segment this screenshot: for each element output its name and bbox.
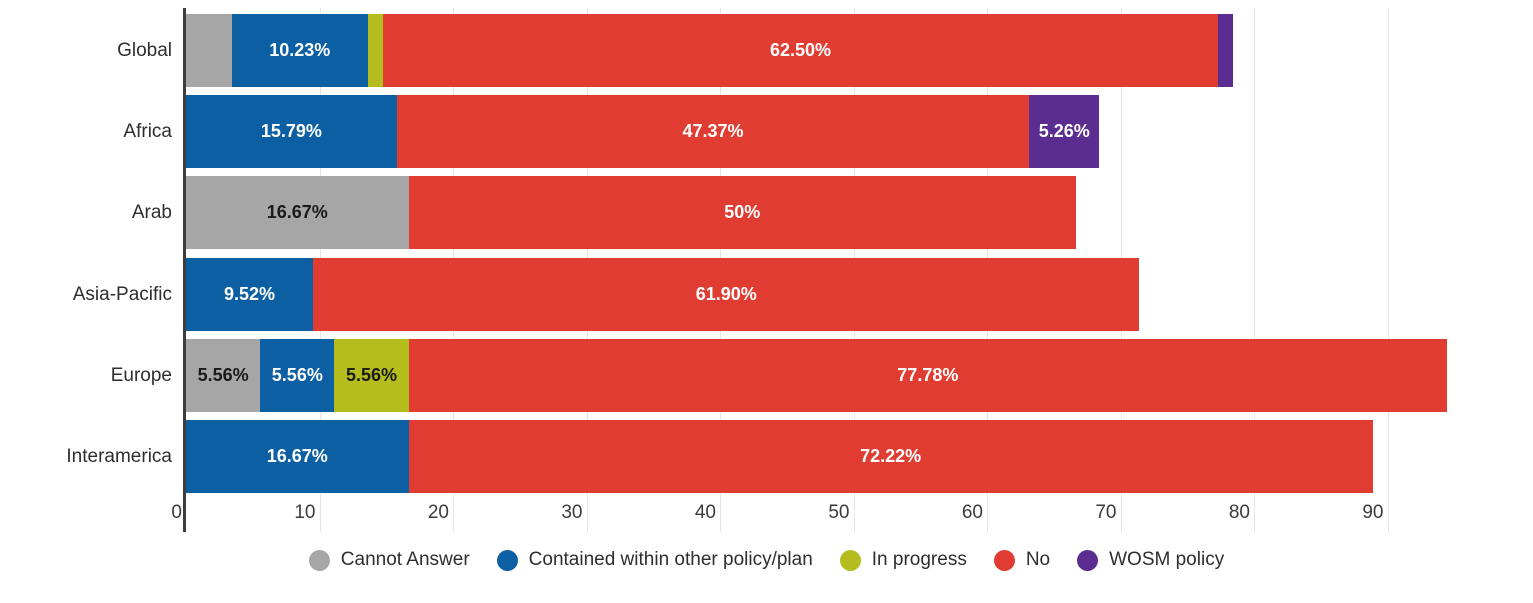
category-label: Arab [131, 202, 172, 224]
x-tick-label-60: 60 [961, 502, 983, 523]
legend-item-label: WOSM policy [1109, 549, 1225, 570]
bar-segment-value-label: 9.52% [224, 283, 276, 304]
bar-segment-value-label: 47.37% [682, 121, 744, 142]
legend-item-contained-within-other-policy-plan[interactable]: Contained within other policy/plan [496, 549, 813, 571]
legend-swatch-icon [839, 549, 861, 571]
plot-area: 10.23% 62.50% 15.79% 47.37% 5.26% 16.67% 50% 9.… [183, 8, 1521, 532]
bar-segment-value-label: 5.56% [197, 364, 249, 385]
legend-swatch-icon [993, 549, 1015, 571]
bar-segment-value-label: 10.23% [269, 40, 331, 60]
category-label: Africa [123, 121, 172, 143]
bar-segment[interactable]: 47.37% [396, 95, 1030, 169]
bar-segment[interactable] [1217, 14, 1233, 87]
bar-segment[interactable]: 77.78% [408, 338, 1448, 412]
bar-segment-value-label: 15.79% [260, 121, 322, 142]
bar-row-africa: 15.79% 47.37% 5.26% [186, 95, 1521, 169]
bar-segment-value-label: 61.90% [695, 283, 757, 304]
legend-item-label: In progress [871, 549, 967, 570]
legend-swatch-icon [1077, 549, 1099, 571]
x-tick-label-50: 50 [828, 502, 850, 523]
bar-segment[interactable]: 62.50% [383, 14, 1218, 87]
x-tick-label-90: 90 [1362, 502, 1384, 523]
bar-row-europe: 5.56% 5.56% 5.56% 77.78% [186, 338, 1521, 412]
legend-item-no[interactable]: No [993, 549, 1051, 571]
x-tick-label-20: 20 [427, 502, 449, 523]
x-tick-label-70: 70 [1095, 502, 1117, 523]
bar-segment[interactable]: 9.52% [186, 257, 314, 331]
bar-segment-value-label: 16.67% [266, 446, 328, 466]
bar-segment[interactable]: 16.67% [186, 420, 409, 493]
x-tick-label-0: 0 [171, 502, 182, 523]
bar-row-asia-pacific: 9.52% 61.90% [186, 257, 1521, 331]
bar-segment[interactable]: 5.56% [186, 338, 261, 412]
legend-swatch-icon [308, 549, 330, 571]
bar-segment[interactable]: 50% [408, 176, 1077, 250]
category-label: Global [117, 40, 172, 61]
x-gridline-90 [1387, 8, 1389, 532]
bar-segment-value-label: 77.78% [897, 364, 959, 385]
bar-segment[interactable]: 72.22% [408, 420, 1373, 493]
x-axis-tick-labels: 0 10 20 30 40 50 60 70 80 90 [171, 502, 1521, 530]
bar-row-interamerica: 16.67% 72.22% [186, 420, 1521, 493]
x-tick-label-40: 40 [694, 502, 716, 523]
bar-segment-value-label: 5.26% [1038, 121, 1090, 142]
category-label: Europe [110, 364, 172, 386]
bar-segment-value-label: 72.22% [860, 446, 922, 466]
legend-item-cannot-answer[interactable]: Cannot Answer [308, 549, 470, 571]
bar-segment[interactable]: 61.90% [313, 257, 1140, 331]
x-tick-label-80: 80 [1228, 502, 1250, 523]
bar-row-arab: 16.67% 50% [186, 176, 1521, 250]
bar-segment-value-label: 5.56% [271, 364, 323, 385]
category-label: Asia-Pacific [72, 283, 172, 305]
bar-segment[interactable]: 5.56% [334, 338, 409, 412]
legend-item-label: No [1025, 549, 1051, 570]
x-tick-label-30: 30 [561, 502, 583, 523]
bar-segment[interactable]: 16.67% [186, 176, 409, 250]
bar-row-global: 10.23% 62.50% [186, 14, 1521, 87]
x-tick-label-10: 10 [294, 502, 316, 523]
y-axis-line [183, 8, 186, 532]
category-label: Interamerica [66, 446, 172, 467]
bar-segment[interactable] [186, 14, 232, 87]
legend-item-wosm-policy[interactable]: WOSM policy [1077, 549, 1224, 571]
bar-segment-value-label: 50% [724, 202, 761, 223]
category-axis-labels: Global Africa Arab Asia-Pacific Europe Intera… [0, 8, 172, 495]
bar-segment-value-label: 16.67% [266, 202, 328, 223]
bar-segment-value-label: 62.50% [769, 40, 832, 60]
legend-item-in-progress[interactable]: In progress [839, 549, 967, 571]
bar-segment[interactable]: 5.56% [260, 338, 335, 412]
x-gridline-80 [1254, 8, 1255, 532]
legend: Cannot Answer Contained within other poli… [0, 549, 1533, 571]
legend-swatch-icon [496, 549, 518, 571]
legend-item-label: Cannot Answer [340, 549, 470, 570]
bar-segment[interactable]: 10.23% [231, 14, 369, 87]
legend-item-label: Contained within other policy/plan [528, 549, 813, 570]
bar-segment-value-label: 5.56% [346, 364, 398, 385]
bar-segment[interactable] [368, 14, 384, 87]
bar-segment[interactable]: 15.79% [186, 95, 397, 169]
bar-segment[interactable]: 5.26% [1029, 95, 1100, 169]
